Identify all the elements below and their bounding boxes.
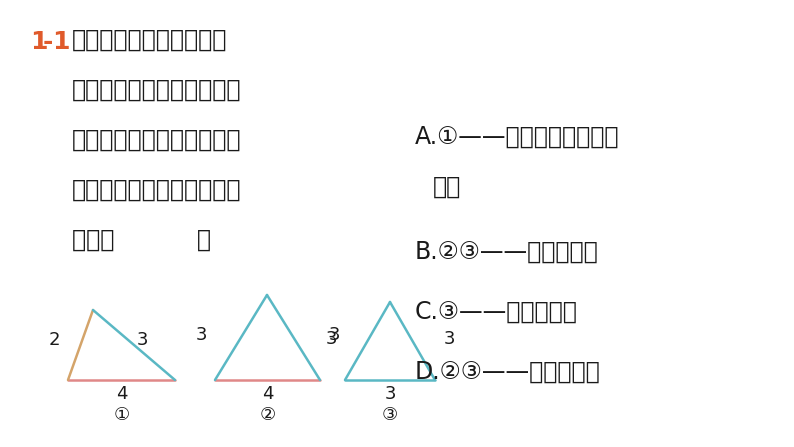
Text: ②: ②	[260, 406, 276, 424]
Text: 3: 3	[384, 385, 395, 403]
Text: 4: 4	[262, 385, 273, 403]
Text: 3: 3	[326, 330, 337, 348]
Text: ①: ①	[114, 406, 129, 424]
Text: 角形: 角形	[433, 175, 461, 199]
Text: ③: ③	[382, 406, 398, 424]
Text: 1: 1	[52, 30, 70, 54]
Text: D.②③——等边三角形: D.②③——等边三角形	[415, 360, 601, 384]
Text: 1: 1	[30, 30, 48, 54]
Text: 3: 3	[328, 326, 340, 345]
Text: B.②③——等腰三角形: B.②③——等腰三角形	[415, 240, 599, 264]
Text: 2: 2	[48, 331, 60, 349]
Text: A.①——三边都不相等的三: A.①——三边都不相等的三	[415, 125, 619, 149]
Text: 3: 3	[137, 331, 148, 349]
Text: 3: 3	[443, 330, 455, 348]
Text: 在课堂上，老师在黑板上: 在课堂上，老师在黑板上	[72, 28, 227, 52]
Text: 长进行分类，其中分类错误: 长进行分类，其中分类错误	[72, 178, 241, 202]
Text: 4: 4	[116, 385, 127, 403]
Text: 3: 3	[195, 326, 206, 345]
Text: 画出了如图所示的三个三角: 画出了如图所示的三个三角	[72, 78, 241, 102]
Text: 形，让同学们根据它们的边: 形，让同学们根据它们的边	[72, 128, 241, 152]
Text: C.③——等边三角形: C.③——等边三角形	[415, 300, 578, 324]
Text: 的是（           ）: 的是（ ）	[72, 228, 211, 252]
Text: -: -	[43, 30, 53, 54]
